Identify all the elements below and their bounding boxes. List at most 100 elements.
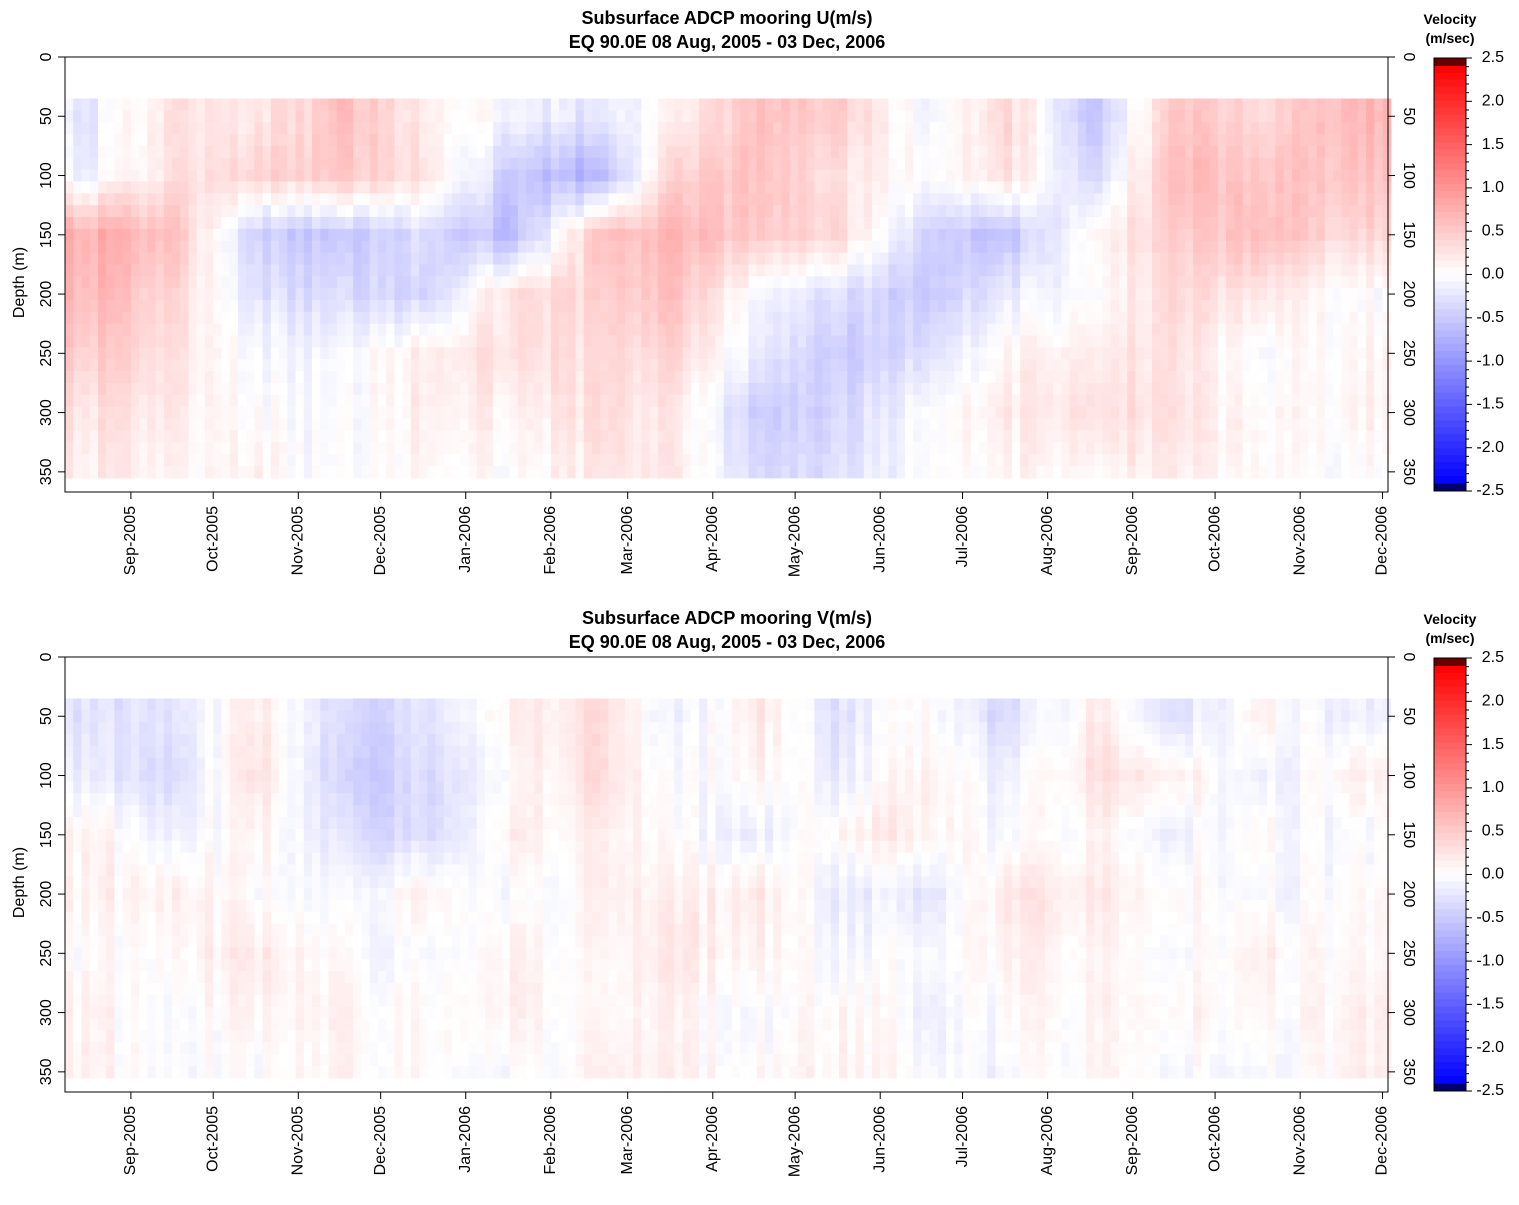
heatmap-cell: [559, 299, 568, 313]
heatmap-cell: [204, 382, 214, 396]
heatmap-cell: [1333, 276, 1342, 289]
heatmap-cell: [970, 406, 980, 420]
heatmap-cell: [979, 299, 988, 313]
heatmap-cell: [904, 394, 914, 408]
heatmap-cell: [180, 406, 190, 420]
heatmap-cell: [731, 359, 741, 372]
heatmap-cell: [1151, 240, 1161, 254]
heatmap-cell: [1151, 264, 1161, 277]
heatmap-cell: [773, 454, 782, 467]
heatmap-cell: [1102, 157, 1112, 171]
heatmap-cell: [1234, 430, 1244, 443]
heatmap-cell: [89, 145, 99, 159]
heatmap-cell: [624, 134, 634, 147]
heatmap-cell: [699, 169, 708, 183]
heatmap-cell: [1003, 430, 1013, 443]
heatmap-cell: [1250, 430, 1260, 443]
heatmap-cell: [139, 98, 148, 111]
heatmap-cell: [583, 134, 593, 147]
heatmap-cell: [633, 442, 643, 455]
heatmap-cell: [517, 465, 527, 479]
heatmap-cell: [567, 406, 577, 420]
heatmap-cell: [1003, 217, 1013, 230]
heatmap-cell: [1094, 430, 1104, 443]
heatmap-cell: [369, 454, 379, 467]
heatmap-cell: [995, 465, 1005, 479]
heatmap-cell: [888, 228, 898, 242]
heatmap-cell: [1086, 359, 1095, 372]
heatmap-cell: [229, 122, 239, 135]
heatmap-cell: [1176, 205, 1186, 218]
heatmap-cell: [1275, 122, 1285, 135]
heatmap-cell: [517, 311, 527, 325]
heatmap-cell: [312, 181, 321, 194]
heatmap-cell: [1308, 252, 1318, 266]
heatmap-cell: [699, 217, 708, 230]
heatmap-cell: [1275, 418, 1285, 431]
heatmap-cell: [147, 169, 157, 183]
heatmap-cell: [559, 157, 568, 171]
heatmap-cell: [1011, 323, 1021, 337]
heatmap-cell: [1053, 323, 1062, 337]
heatmap-cell: [773, 359, 782, 372]
heatmap-cell: [1094, 276, 1104, 289]
heatmap-cell: [1077, 418, 1087, 431]
heatmap-cell: [1011, 252, 1021, 266]
heatmap-cell: [1110, 311, 1120, 325]
heatmap-cell: [904, 311, 914, 325]
heatmap-cell: [690, 98, 700, 111]
heatmap-cell: [1069, 288, 1079, 301]
heatmap-cell: [1217, 347, 1227, 360]
heatmap-cell: [509, 122, 519, 135]
heatmap-cell: [954, 122, 964, 135]
heatmap-cell: [979, 217, 988, 230]
heatmap-cell: [89, 394, 99, 408]
heatmap-cell: [1168, 335, 1178, 348]
heatmap-cell: [888, 347, 898, 360]
heatmap-cell: [493, 157, 503, 171]
heatmap-cell: [913, 134, 922, 147]
heatmap-cell: [361, 299, 371, 313]
heatmap-cell: [731, 406, 741, 420]
heatmap-cell: [888, 217, 898, 230]
heatmap-cell: [542, 288, 552, 301]
heatmap-cell: [1102, 442, 1112, 455]
heatmap-cell: [155, 228, 165, 242]
heatmap-cell: [501, 430, 511, 443]
heatmap-cell: [855, 252, 865, 266]
heatmap-cell: [822, 181, 832, 194]
heatmap-cell: [559, 228, 568, 242]
heatmap-cell: [641, 240, 651, 254]
heatmap-cell: [279, 205, 288, 218]
heatmap-cell: [904, 110, 914, 123]
heatmap-cell: [608, 311, 618, 325]
heatmap-cell: [567, 110, 577, 123]
heatmap-cell: [97, 371, 107, 384]
heatmap-cell: [262, 134, 272, 147]
heatmap-cell: [616, 430, 626, 443]
heatmap-cell: [410, 122, 420, 135]
heatmap-cell: [1094, 205, 1104, 218]
heatmap-cell: [756, 122, 766, 135]
heatmap-cell: [188, 323, 198, 337]
heatmap-cell: [402, 288, 412, 301]
heatmap-cell: [674, 252, 684, 266]
heatmap-cell: [81, 371, 91, 384]
heatmap-cell: [830, 217, 840, 230]
heatmap-cell: [130, 430, 140, 443]
heatmap-cell: [1044, 288, 1054, 301]
heatmap-cell: [1053, 454, 1062, 467]
heatmap-cell: [633, 359, 643, 372]
heatmap-cell: [1168, 205, 1178, 218]
heatmap-cell: [130, 406, 140, 420]
heatmap-cell: [361, 193, 371, 206]
heatmap-cell: [756, 205, 766, 218]
heatmap-cell: [863, 110, 873, 123]
heatmap-cell: [666, 335, 675, 348]
heatmap-cell: [534, 299, 544, 313]
heatmap-cell: [904, 288, 914, 301]
heatmap-cell: [748, 240, 758, 254]
heatmap-cell: [114, 181, 124, 194]
heatmap-cell: [1242, 430, 1252, 443]
heatmap-cell: [797, 382, 807, 396]
